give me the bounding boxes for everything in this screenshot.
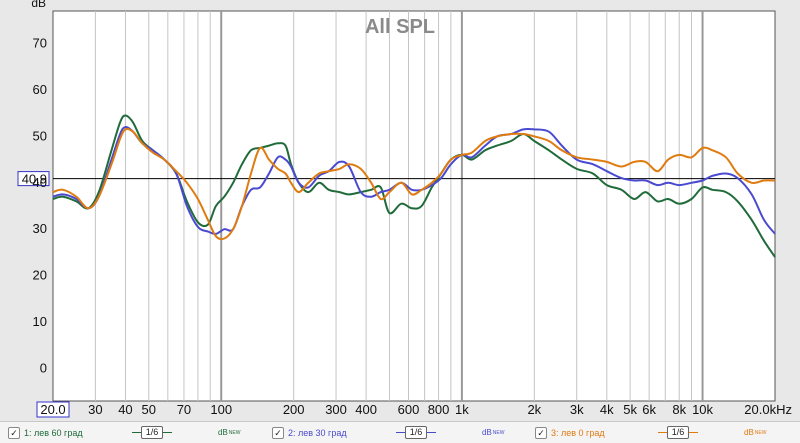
x-tick-label: 5k — [623, 402, 637, 417]
reference-line: 40.9 — [17, 171, 775, 187]
y-tick-label: 10 — [33, 314, 47, 329]
x-tick-labels: 20.0 30 40 50 70 100 200 300 400 600 800 1k 2k 3k 4k 5k… — [36, 401, 792, 418]
x-tick-label: 4k — [600, 402, 614, 417]
x-tick-label: 6k — [642, 402, 656, 417]
x-tick-label: 3k — [570, 402, 584, 417]
y-axis-label: dB — [31, 0, 46, 10]
x-tick-label: 800 — [428, 402, 450, 417]
unit-label-1: dB — [218, 428, 228, 437]
new-badge-3: NEW — [754, 429, 767, 436]
smoothing-1[interactable]: 1/6 — [132, 425, 172, 439]
x-tick-label: 200 — [283, 402, 305, 417]
series-line-3 — [52, 127, 776, 241]
legend-item-1[interactable]: ✓ 1: лев 60 град — [8, 422, 83, 443]
legend-label-1: 1: лев 60 град — [24, 427, 83, 438]
unit-label-3: dB — [744, 428, 754, 437]
x-tick-label: 1k — [455, 402, 469, 417]
x-tick-label: 600 — [398, 402, 420, 417]
unit-3[interactable]: dB NEW — [744, 422, 766, 443]
unit-1[interactable]: dB NEW — [218, 422, 240, 443]
y-tick-label: 40 — [33, 175, 47, 190]
reference-value-label: 40.9 — [22, 172, 47, 187]
x-tick-label: 8k — [672, 402, 686, 417]
legend-label-3: 3: лев 0 град — [551, 427, 605, 438]
unit-label-2: dB — [482, 428, 492, 437]
legend-bar: ✓ 1: лев 60 град 1/6 dB NEW ✓ 2: лев 30 г… — [0, 421, 800, 443]
legend-item-3[interactable]: ✓ 3: лев 0 град — [535, 422, 605, 443]
y-tick-label: 70 — [33, 36, 47, 51]
x-tick-label: 2k — [527, 402, 541, 417]
unit-2[interactable]: dB NEW — [482, 422, 504, 443]
x-tick-label: 300 — [325, 402, 347, 417]
chart-title: All SPL — [365, 16, 435, 38]
smoothing-value-2[interactable]: 1/6 — [404, 425, 428, 439]
x-tick-label: 10k — [692, 402, 713, 417]
new-badge-2: NEW — [492, 429, 505, 436]
plot-area — [52, 10, 776, 402]
smoothing-2[interactable]: 1/6 — [396, 425, 436, 439]
x-tick-label: 50 — [142, 402, 156, 417]
x-tick-label: 30 — [88, 402, 102, 417]
checkbox-2[interactable]: ✓ — [272, 426, 284, 439]
y-tick-labels: 70 60 50 40 30 20 10 0 — [33, 36, 47, 376]
y-tick-label: 60 — [33, 82, 47, 97]
legend-item-2[interactable]: ✓ 2: лев 30 град — [272, 422, 347, 443]
x-tick-label: 40 — [118, 402, 132, 417]
series-lines — [52, 114, 776, 258]
reference-value-box[interactable] — [17, 171, 50, 187]
x-min-box[interactable] — [36, 401, 70, 418]
new-badge-1: NEW — [228, 429, 241, 436]
x-tick-label: 400 — [355, 402, 377, 417]
y-tick-label: 0 — [40, 361, 47, 376]
smoothing-3[interactable]: 1/6 — [658, 425, 698, 439]
y-tick-label: 20 — [33, 268, 47, 283]
y-tick-label: 50 — [33, 128, 47, 143]
legend-label-2: 2: лев 30 град — [288, 427, 347, 438]
x-tick-label: 20.0kHz — [744, 402, 792, 417]
x-tick-label: 100 — [210, 402, 232, 417]
smoothing-value-3[interactable]: 1/6 — [666, 425, 690, 439]
x-tick-label: 20.0 — [40, 402, 65, 417]
x-tick-label: 70 — [177, 402, 191, 417]
y-tick-label: 30 — [33, 221, 47, 236]
smoothing-value-1[interactable]: 1/6 — [140, 425, 164, 439]
checkbox-3[interactable]: ✓ — [535, 426, 547, 439]
checkbox-1[interactable]: ✓ — [8, 426, 20, 439]
